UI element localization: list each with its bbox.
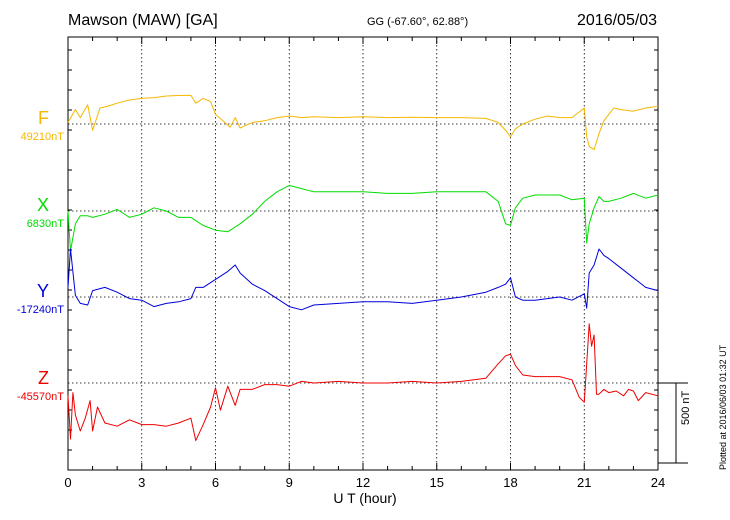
series-F-baseline-value: 49210nT [20, 131, 64, 143]
scale-bar-label: 500 nT [680, 390, 692, 425]
x-axis-label: U T (hour) [333, 490, 397, 506]
scale-bar [658, 382, 688, 464]
series-X-line [67, 184, 659, 252]
series-Y-line [67, 248, 659, 311]
x-tick-label: 24 [651, 475, 665, 490]
series-Z-label: Z [38, 368, 49, 388]
series-X-label: X [36, 195, 49, 215]
traces [67, 94, 659, 442]
x-tick-label: 21 [577, 475, 591, 490]
series-Y-label: Y [36, 281, 49, 301]
x-tick-label: 9 [286, 475, 293, 490]
x-tick-label: 18 [503, 475, 517, 490]
station-coordinates: GG (-67.60°, 62.88°) [367, 16, 469, 28]
x-tick-label: 0 [64, 475, 71, 490]
series-X-baseline-value: 6830nT [26, 218, 64, 230]
x-ticks: 0 3 6 9 12 15 18 21 24 [64, 37, 665, 490]
x-tick-label: 12 [356, 475, 370, 490]
series-Z-baseline-value: -45570nT [16, 391, 64, 403]
chart-date: 2016/05/03 [577, 12, 658, 29]
chart-title: Mawson (MAW) [GA] [68, 12, 218, 29]
grid [68, 37, 658, 470]
x-tick-label: 3 [138, 475, 145, 490]
series-F-line [67, 94, 659, 151]
x-tick-label: 15 [430, 475, 444, 490]
plotted-timestamp: Plotted at 2016/06/03 01:32 UT [718, 344, 728, 470]
series-Z-line [67, 323, 659, 442]
x-tick-label: 6 [212, 475, 219, 490]
series-Y-baseline-value: -17240nT [16, 304, 64, 316]
series-F-label: F [38, 108, 49, 128]
